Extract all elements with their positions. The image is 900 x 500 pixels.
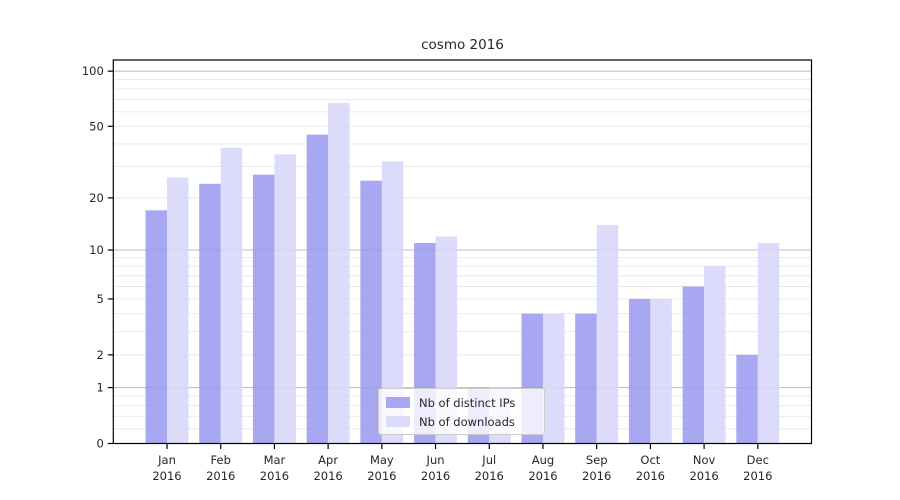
x-tick-label-mar: Mar xyxy=(264,453,286,467)
legend-swatch-downloads xyxy=(386,416,410,427)
legend: Nb of distinct IPs Nb of downloads xyxy=(378,388,545,435)
bar-downloads-may xyxy=(381,161,404,444)
bar-distinct-ips-jan xyxy=(145,210,168,444)
x-tick-label-aug: Aug xyxy=(532,453,554,467)
x-tick-label-dec: Dec xyxy=(747,453,769,467)
x-tick-year-may: 2016 xyxy=(367,469,396,483)
x-tick-year-apr: 2016 xyxy=(313,469,342,483)
legend-swatch-distinct-ips xyxy=(386,397,410,408)
bar-downloads-aug xyxy=(542,313,565,444)
y-tick-label: 5 xyxy=(96,292,103,306)
y-tick-label: 1 xyxy=(96,381,103,395)
y-tick-label: 2 xyxy=(96,348,103,362)
x-tick-year-aug: 2016 xyxy=(528,469,557,483)
x-tick-label-may: May xyxy=(370,453,394,467)
x-tick-year-nov: 2016 xyxy=(689,469,718,483)
x-tick-label-oct: Oct xyxy=(640,453,660,467)
bar-distinct-ips-sep xyxy=(575,313,597,444)
bar-distinct-ips-dec xyxy=(736,354,758,444)
chart-title: cosmo 2016 xyxy=(421,37,504,53)
x-tick-year-dec: 2016 xyxy=(743,469,772,483)
x-tick-year-sep: 2016 xyxy=(582,469,611,483)
y-tick-label: 50 xyxy=(89,119,104,133)
bar-distinct-ips-mar xyxy=(252,174,275,444)
x-tick-year-mar: 2016 xyxy=(260,469,289,483)
x-tick-year-jun: 2016 xyxy=(421,469,450,483)
bar-downloads-dec xyxy=(757,243,780,444)
x-tick-label-jul: Jul xyxy=(481,453,496,467)
bar-distinct-ips-may xyxy=(360,180,382,444)
x-tick-year-feb: 2016 xyxy=(206,469,235,483)
bar-downloads-mar xyxy=(274,154,296,444)
x-tick-label-jan: Jan xyxy=(157,453,176,467)
bar-distinct-ips-nov xyxy=(682,286,705,444)
bar-downloads-jan xyxy=(167,177,189,444)
bar-downloads-sep xyxy=(596,225,619,444)
bar-distinct-ips-apr xyxy=(306,134,329,444)
x-tick-label-feb: Feb xyxy=(211,453,231,467)
legend-label-distinct-ips: Nb of distinct IPs xyxy=(419,395,516,410)
axes-frame xyxy=(112,59,813,445)
y-tick-label: 10 xyxy=(89,243,104,257)
y-tick-label: 20 xyxy=(89,191,104,205)
x-tick-label-jun: Jun xyxy=(426,453,445,467)
bar-distinct-ips-oct xyxy=(628,298,651,444)
legend-item-distinct-ips: Nb of distinct IPs xyxy=(379,393,544,412)
bar-downloads-nov xyxy=(704,266,726,444)
x-tick-label-sep: Sep xyxy=(586,453,608,467)
legend-label-downloads: Nb of downloads xyxy=(419,414,515,429)
y-tick-label: 100 xyxy=(82,64,104,78)
bar-distinct-ips-feb xyxy=(199,183,221,444)
y-tick-label: 0 xyxy=(96,437,103,451)
legend-item-downloads: Nb of downloads xyxy=(379,412,544,431)
bar-downloads-feb xyxy=(220,147,243,444)
x-tick-year-jul: 2016 xyxy=(475,469,504,483)
x-tick-year-oct: 2016 xyxy=(636,469,665,483)
x-tick-year-jan: 2016 xyxy=(152,469,181,483)
bar-downloads-oct xyxy=(650,298,672,444)
x-tick-label-apr: Apr xyxy=(318,453,338,467)
bar-downloads-apr xyxy=(328,103,350,444)
x-tick-label-nov: Nov xyxy=(693,453,716,467)
